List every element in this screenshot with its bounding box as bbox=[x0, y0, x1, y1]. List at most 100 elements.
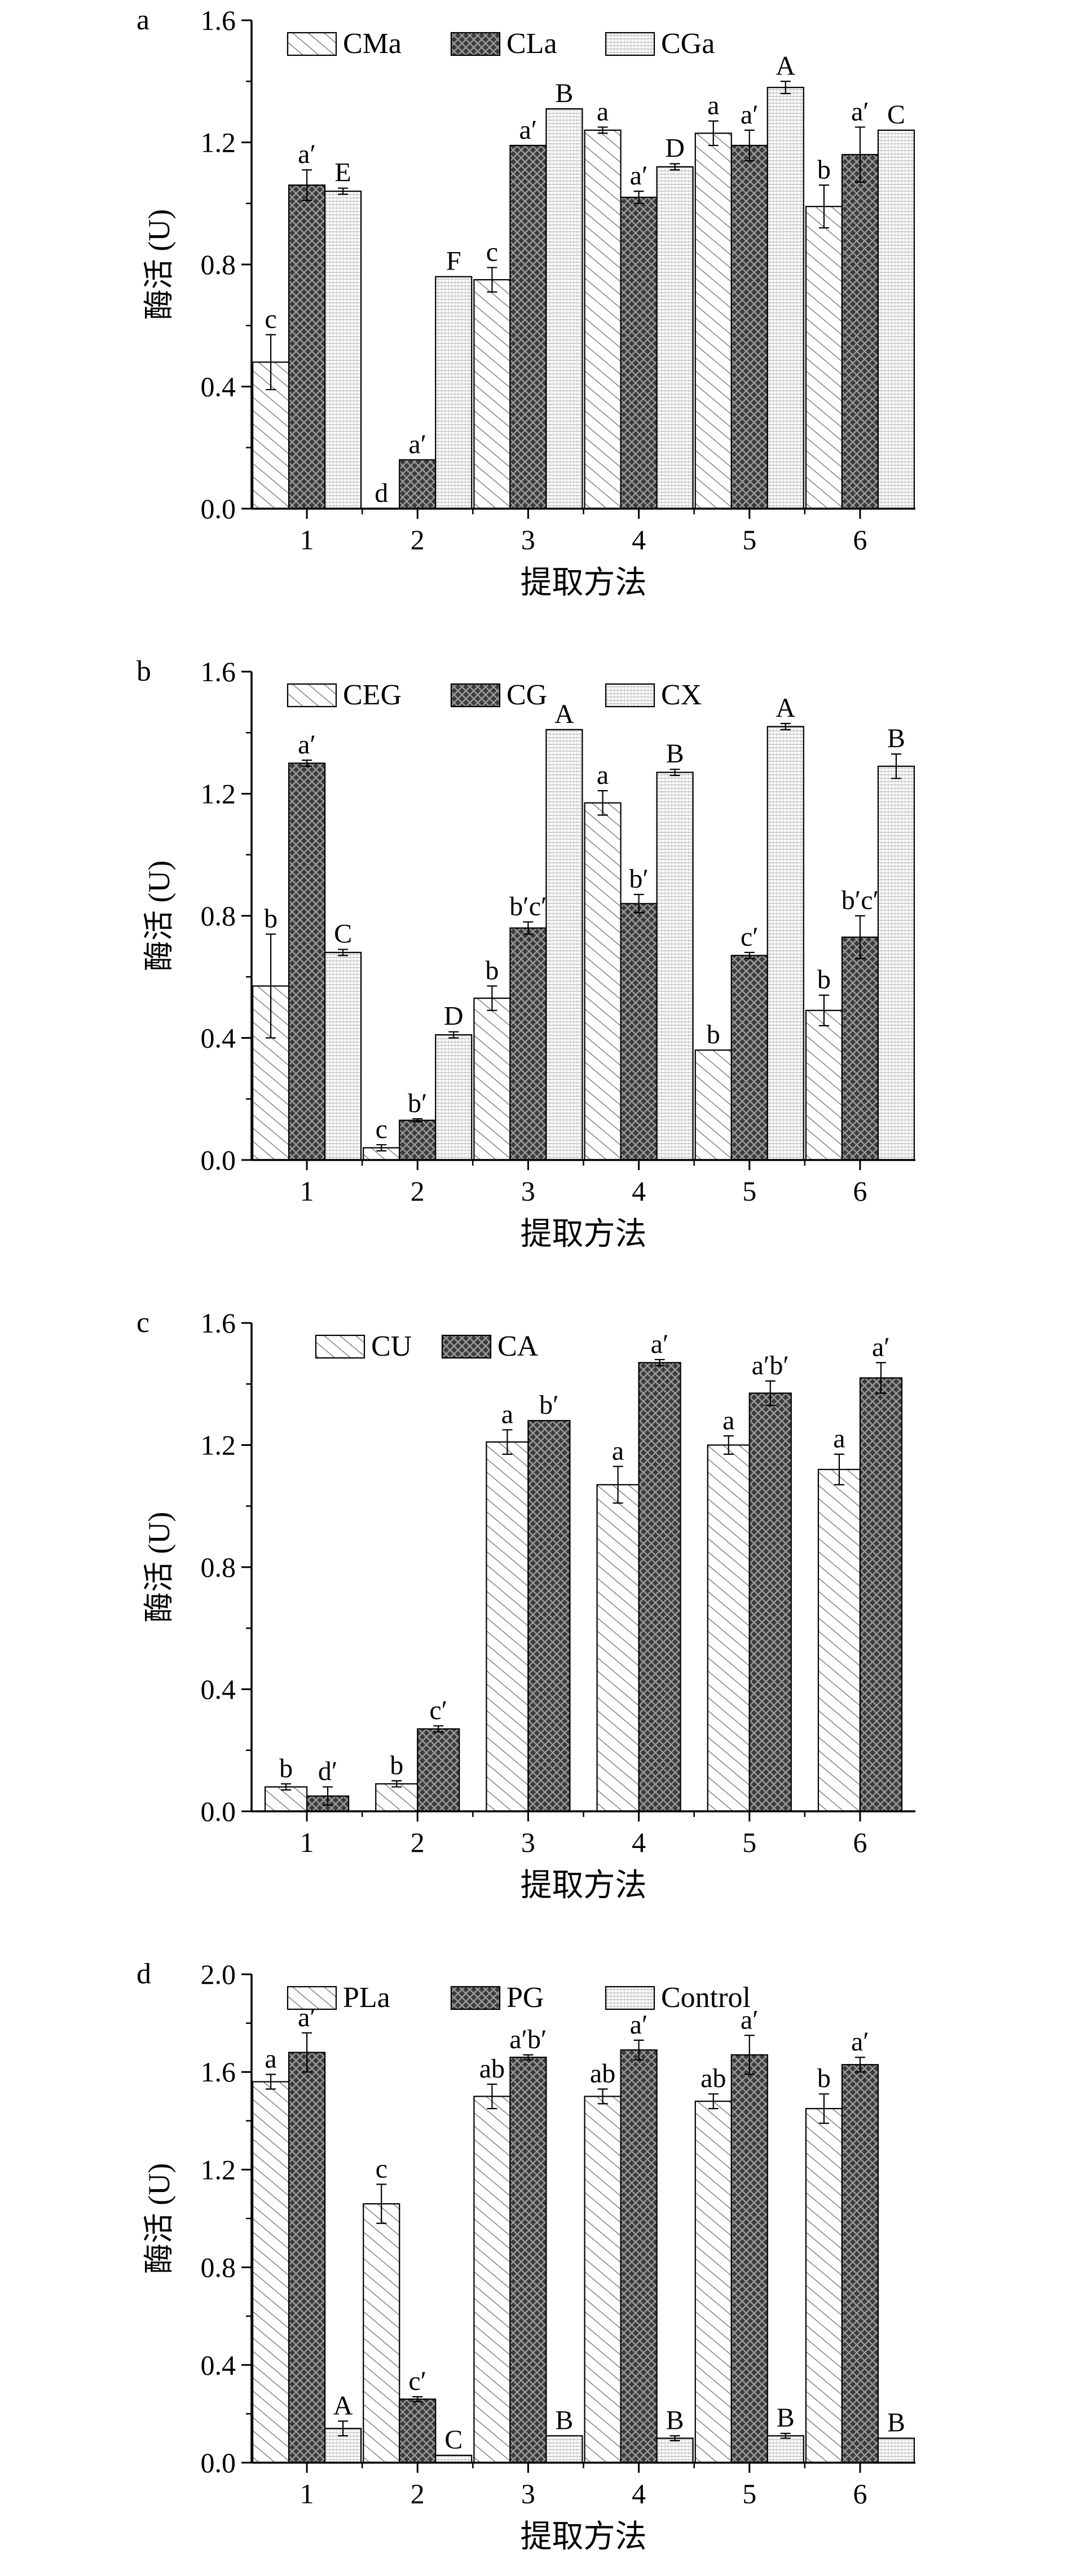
data-label: ab bbox=[701, 2063, 726, 2093]
legend-swatch bbox=[315, 1334, 365, 1359]
data-label: c bbox=[486, 237, 498, 267]
bar bbox=[638, 1362, 681, 1812]
data-label: b′c′ bbox=[842, 885, 879, 915]
data-label: a′ bbox=[408, 429, 426, 459]
bar bbox=[509, 2057, 547, 2464]
panel-label: b bbox=[136, 655, 151, 687]
bar bbox=[730, 2054, 768, 2464]
x-tick-label: 1 bbox=[300, 524, 314, 555]
bar bbox=[288, 762, 326, 1161]
x-tick-label: 5 bbox=[742, 1175, 756, 1207]
x-tick-label: 4 bbox=[632, 2478, 646, 2509]
bar bbox=[545, 729, 583, 1161]
bar bbox=[877, 129, 915, 510]
data-label: A bbox=[776, 693, 795, 723]
bar bbox=[545, 2435, 583, 2464]
data-label: a′ bbox=[741, 100, 759, 130]
y-tick-label: 0.4 bbox=[201, 1022, 236, 1054]
data-label: c′ bbox=[408, 2366, 426, 2396]
x-axis-label: 提取方法 bbox=[521, 2520, 647, 2555]
data-label: B bbox=[666, 739, 684, 769]
data-label: a bbox=[265, 2044, 276, 2074]
x-tick-label: 5 bbox=[742, 524, 756, 555]
x-tick-label: 3 bbox=[521, 2478, 535, 2509]
data-label: a′ bbox=[298, 730, 316, 760]
legend-swatch bbox=[450, 683, 501, 708]
data-label: D bbox=[665, 133, 685, 163]
bar bbox=[805, 206, 843, 510]
data-label: b bbox=[707, 1020, 720, 1049]
x-tick-label: 5 bbox=[742, 1827, 756, 1858]
data-label: c bbox=[376, 1114, 387, 1144]
x-tick-label: 4 bbox=[632, 1827, 646, 1858]
legend-label: PG bbox=[506, 1982, 544, 2014]
x-axis-label: 提取方法 bbox=[521, 1217, 647, 1252]
data-label: a′ bbox=[630, 2010, 648, 2040]
bar bbox=[584, 129, 622, 510]
x-tick-label: 2 bbox=[411, 2478, 425, 2509]
bar bbox=[435, 1034, 473, 1161]
data-label: C bbox=[444, 2425, 462, 2455]
x-axis-label: 提取方法 bbox=[521, 566, 647, 601]
x-tick-label: 3 bbox=[521, 524, 535, 555]
x-tick-label: 6 bbox=[853, 1175, 867, 1207]
data-label: B bbox=[887, 724, 905, 753]
bar bbox=[486, 1441, 529, 1812]
bar bbox=[767, 726, 804, 1161]
data-label: a bbox=[597, 96, 609, 126]
panel-a: a0.00.40.81.21.6酶活 (U)1ca′E2da′F3ca′B4aa… bbox=[136, 4, 915, 601]
panel-label: c bbox=[136, 1307, 149, 1339]
bar bbox=[767, 2435, 804, 2464]
data-label: a bbox=[707, 91, 719, 121]
x-tick-label: 1 bbox=[300, 1827, 314, 1858]
y-tick-label: 0.4 bbox=[201, 371, 236, 403]
y-tick-label: 0.0 bbox=[201, 493, 236, 524]
bar bbox=[509, 144, 547, 510]
x-tick-label: 5 bbox=[742, 2478, 756, 2509]
bar bbox=[707, 1444, 750, 1812]
legend-label: CMa bbox=[343, 28, 402, 60]
data-label: B bbox=[555, 78, 573, 108]
legend-swatch bbox=[605, 1986, 655, 2010]
bar bbox=[859, 1377, 903, 1812]
data-label: c bbox=[376, 2154, 387, 2184]
x-tick-label: 3 bbox=[521, 1175, 535, 1207]
data-label: d bbox=[375, 478, 388, 508]
bar bbox=[767, 86, 804, 510]
data-label: a′ bbox=[298, 139, 316, 169]
bar bbox=[399, 459, 437, 510]
bar bbox=[584, 2096, 622, 2464]
bar bbox=[620, 903, 658, 1161]
x-tick-label: 1 bbox=[300, 1175, 314, 1207]
bar bbox=[656, 2437, 694, 2464]
data-label: a′ bbox=[851, 2027, 869, 2057]
y-tick-label: 0.0 bbox=[201, 2447, 236, 2478]
data-label: a′b′ bbox=[752, 1351, 789, 1380]
data-label: E bbox=[334, 158, 351, 188]
legend-label: CU bbox=[371, 1330, 412, 1362]
x-tick-label: 4 bbox=[632, 1175, 646, 1207]
data-label: a′ bbox=[872, 1332, 890, 1362]
y-tick-label: 2.0 bbox=[201, 1959, 236, 1990]
bar bbox=[730, 144, 768, 510]
data-label: B bbox=[666, 2405, 684, 2435]
y-tick-label: 0.4 bbox=[201, 1674, 236, 1705]
y-tick-label: 0.8 bbox=[201, 2252, 236, 2283]
y-tick-label: 0.0 bbox=[201, 1144, 236, 1176]
data-label: b′ bbox=[539, 1390, 559, 1420]
legend-label: CX bbox=[661, 679, 702, 711]
panel-d: d0.00.40.81.21.62.0酶活 (U)1aa′A2cc′C3aba′… bbox=[136, 1958, 915, 2555]
bar bbox=[473, 279, 511, 510]
bar bbox=[324, 951, 362, 1161]
y-axis-label: 酶活 (U) bbox=[142, 861, 176, 971]
data-label: b′c′ bbox=[509, 892, 547, 921]
bar bbox=[694, 133, 732, 510]
bar bbox=[805, 1009, 843, 1161]
bar bbox=[748, 1392, 792, 1812]
data-label: b bbox=[279, 1753, 293, 1783]
x-tick-label: 4 bbox=[632, 524, 646, 555]
data-label: F bbox=[446, 246, 461, 276]
data-label: b bbox=[817, 155, 831, 184]
legend-label: CLa bbox=[506, 28, 557, 60]
x-tick-label: 2 bbox=[411, 1175, 425, 1207]
